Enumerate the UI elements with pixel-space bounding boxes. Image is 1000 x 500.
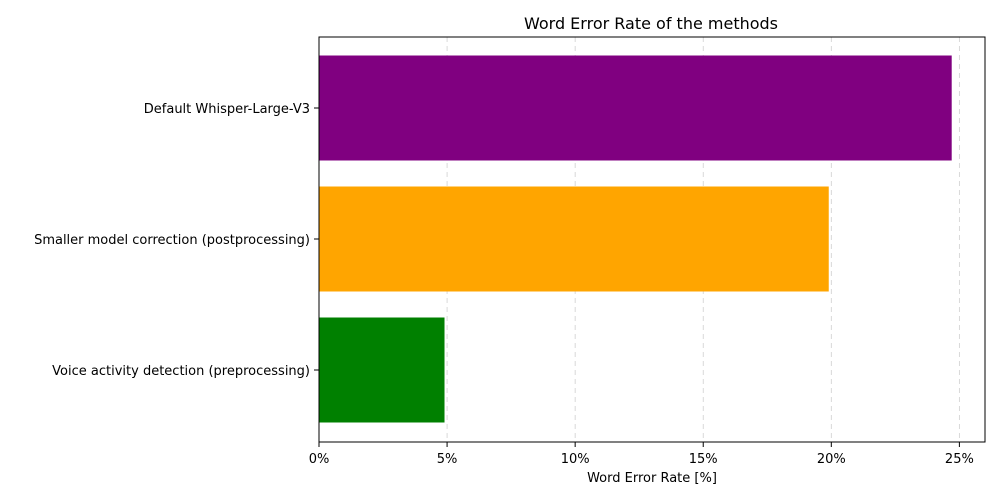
bar bbox=[319, 186, 829, 292]
bar bbox=[319, 317, 445, 423]
x-tick-label: 25% bbox=[945, 452, 974, 467]
x-axis-label: Word Error Rate [%] bbox=[587, 471, 717, 486]
y-tick-label: Default Whisper-Large-V3 bbox=[144, 102, 310, 117]
x-tick-label: 5% bbox=[437, 452, 458, 467]
bars bbox=[319, 55, 952, 423]
x-tick-label: 20% bbox=[817, 452, 846, 467]
y-tick-label: Smaller model correction (postprocessing… bbox=[34, 233, 310, 248]
x-tick-label: 0% bbox=[309, 452, 330, 467]
bar bbox=[319, 55, 952, 161]
chart-title: Word Error Rate of the methods bbox=[524, 14, 778, 33]
x-tick-label: 10% bbox=[561, 452, 590, 467]
x-tick-label: 15% bbox=[689, 452, 718, 467]
y-tick-label: Voice activity detection (preprocessing) bbox=[52, 364, 310, 379]
x-axis-ticks: 0% 5% 10% 15% 20% 25% bbox=[309, 442, 974, 467]
y-axis-ticks: Default Whisper-Large-V3 Smaller model co… bbox=[34, 102, 319, 379]
